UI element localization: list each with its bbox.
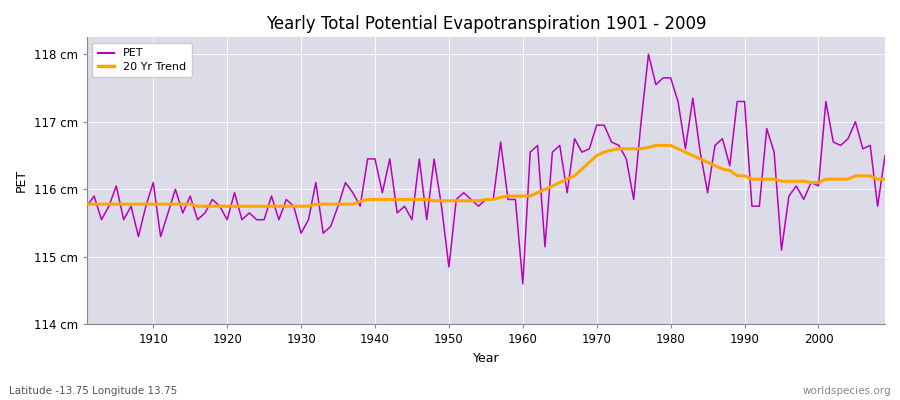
X-axis label: Year: Year bbox=[472, 352, 500, 365]
Text: worldspecies.org: worldspecies.org bbox=[803, 386, 891, 396]
Title: Yearly Total Potential Evapotranspiration 1901 - 2009: Yearly Total Potential Evapotranspiratio… bbox=[266, 15, 706, 33]
Y-axis label: PET: PET bbox=[15, 169, 28, 192]
Legend: PET, 20 Yr Trend: PET, 20 Yr Trend bbox=[93, 43, 192, 77]
Text: Latitude -13.75 Longitude 13.75: Latitude -13.75 Longitude 13.75 bbox=[9, 386, 177, 396]
